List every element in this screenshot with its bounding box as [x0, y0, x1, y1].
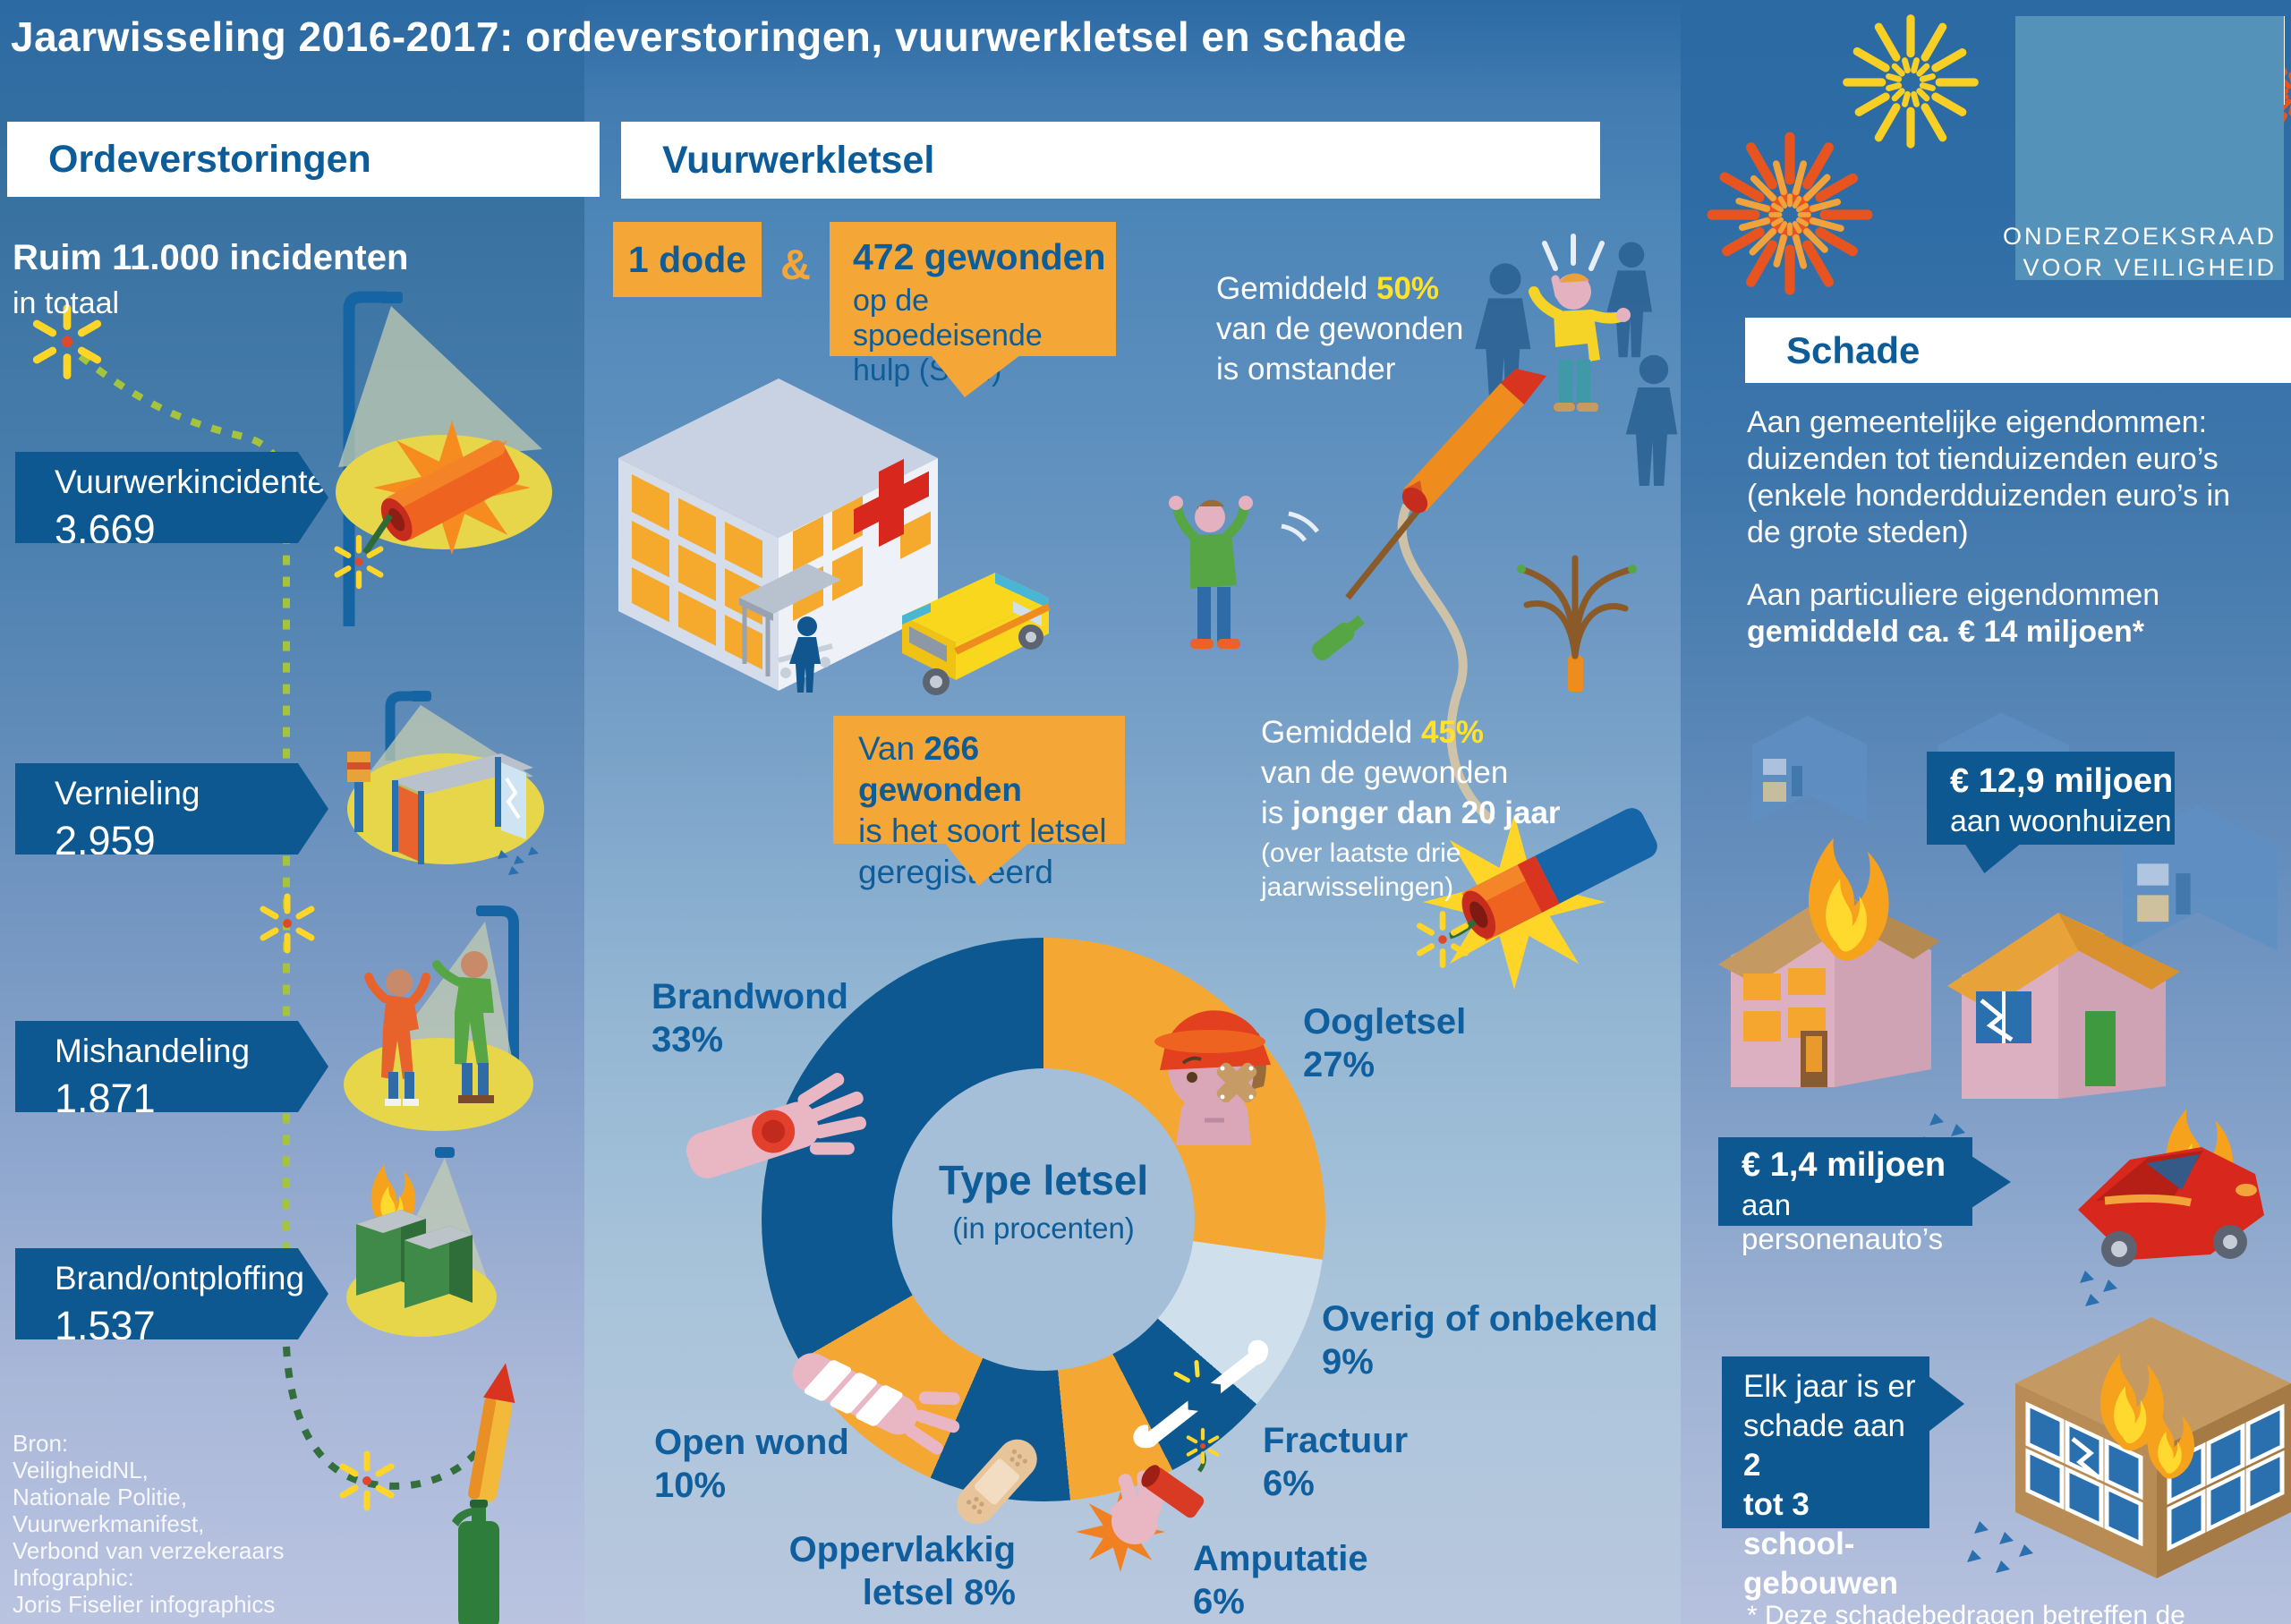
label-line: Brandwond	[652, 977, 848, 1016]
schools-line3: tot 3 school-	[1743, 1487, 1855, 1561]
source-line: Infographic:	[13, 1564, 134, 1591]
section-header-ordeverstoringen: Ordeverstoringen	[7, 122, 600, 197]
cars-amount: € 1,4 miljoen	[1742, 1146, 1946, 1184]
section-header-vuurwerkletsel: Vuurwerkletsel	[621, 122, 1600, 199]
municipal-line: de grote steden)	[1747, 515, 1969, 549]
donut-center-label: Type letsel (in procenten)	[895, 1156, 1192, 1246]
source-line: VeiligheidNL,	[13, 1457, 149, 1484]
young-stat: Gemiddeld 45% van de gewonden is jonger …	[1261, 712, 1561, 905]
municipal-line: duizenden tot tienduizenden euro’s	[1747, 442, 2219, 476]
schools-line1: Elk jaar is er	[1743, 1369, 1916, 1404]
bystander-line2: van de gewonden	[1216, 311, 1464, 346]
label-line: 9%	[1322, 1342, 1374, 1382]
section-header-schade: Schade	[1745, 318, 2291, 383]
injured-line2: op de spoedeisende	[853, 284, 1043, 353]
label-line: Open wond	[654, 1423, 849, 1462]
incident-label: Vuurwerkincidenten	[55, 463, 345, 500]
source-credits: Bron: VeiligheidNL, Nationale Politie, V…	[13, 1430, 285, 1618]
section-header-label: Vuurwerkletsel	[662, 138, 935, 182]
bystander-pre: Gemiddeld	[1216, 271, 1376, 306]
municipal-damage: Aan gemeentelijke eigendommen: duizenden…	[1747, 404, 2230, 551]
schools-line2-pre: schade aan	[1743, 1408, 1905, 1443]
schools-line2-bold: 2	[1743, 1448, 1761, 1483]
footnote: * Deze schadebedragen betreffen de jaarw…	[1747, 1601, 2185, 1624]
label-line: 6%	[1263, 1464, 1315, 1503]
label-line: Amputatie	[1193, 1539, 1368, 1578]
total-incidents: Ruim 11.000 incidenten	[13, 238, 409, 277]
source-line: Nationale Politie,	[13, 1484, 188, 1510]
registered-count: 266 gewonden	[858, 730, 1022, 808]
source-line: Vuurwerkmanifest,	[13, 1510, 205, 1537]
bystander-stat: Gemiddeld 50% van de gewonden is omstand…	[1216, 268, 1463, 389]
registered-pre: Van	[858, 730, 924, 767]
municipal-line: Aan gemeentelijke eigendommen:	[1747, 405, 2208, 439]
registered-line3: geregistreerd	[858, 854, 1054, 890]
label-oogletsel: Oogletsel 27%	[1303, 1000, 1466, 1086]
section-header-label: Ordeverstoringen	[48, 137, 371, 181]
label-line: 10%	[654, 1466, 727, 1505]
total-incidents-sub: in totaal	[13, 286, 120, 320]
young-line5: jaarwisselingen)	[1261, 872, 1454, 902]
young-line4: (over laatste drie	[1261, 838, 1461, 868]
source-line: Joris Fiselier infographics	[13, 1591, 276, 1618]
injured-count: 472 gewonden	[853, 236, 1106, 277]
label-line: 33%	[652, 1020, 724, 1059]
deaths-label: 1 dode	[627, 238, 747, 280]
young-pct: 45%	[1420, 715, 1485, 750]
incident-banner-mishandeling: Mishandeling 1.871	[15, 1021, 328, 1112]
donut-hole	[892, 1068, 1195, 1371]
logo-line: VOOR VEILIGHEID	[2023, 254, 2277, 281]
label-line: Fractuur	[1263, 1421, 1409, 1460]
label-amputatie: Amputatie 6%	[1193, 1537, 1368, 1623]
donut-subtitle: (in procenten)	[952, 1212, 1135, 1245]
homes-amount: € 12,9 miljoen	[1950, 762, 2174, 800]
source-line: Verbond van verzekeraars	[13, 1537, 285, 1564]
label-openwond: Open wond 10%	[654, 1421, 849, 1507]
ovv-logo-text: ONDERZOEKSRAAD VOOR VEILIGHEID	[2003, 221, 2277, 284]
label-line: 6%	[1193, 1582, 1245, 1621]
private-line2: gemiddeld ca. € 14 miljoen*	[1747, 615, 2145, 649]
ampersand: &	[780, 241, 811, 288]
incident-banner-vernieling: Vernieling 2.959	[15, 763, 328, 855]
donut-title: Type letsel	[938, 1157, 1149, 1203]
homes-label: aan woonhuizen	[1950, 804, 2172, 838]
bystander-pct: 50%	[1375, 271, 1440, 306]
incident-label: Vernieling	[55, 775, 200, 812]
schools-damage-bubble: Elk jaar is er schade aan 2 tot 3 school…	[1722, 1356, 1929, 1601]
private-line1: Aan particuliere eigendommen	[1747, 578, 2160, 612]
incident-banner-vuurwerk: Vuurwerkincidenten 3.669	[15, 452, 328, 543]
young-line2: van de gewonden	[1261, 755, 1509, 790]
municipal-line: (enkele honderdduizenden euro’s in	[1747, 479, 2230, 513]
homes-damage-bubble: € 12,9 miljoen aan woonhuizen	[1927, 752, 2175, 845]
deaths-box: 1 dode	[613, 222, 762, 297]
page-title: Jaarwisseling 2016-2017: ordeverstoringe…	[11, 13, 1407, 60]
source-line: Bron:	[13, 1430, 69, 1457]
incident-label: Mishandeling	[55, 1033, 251, 1069]
label-oppervlakkig: Oppervlakkig letsel 8%	[763, 1528, 1016, 1614]
label-line: Overig of onbekend	[1322, 1299, 1658, 1339]
cars-damage-bubble: € 1,4 miljoen aan personenauto’s	[1718, 1137, 1972, 1255]
young-line3-bold: jonger dan 20 jaar	[1292, 795, 1561, 830]
bystander-line3: is omstander	[1216, 352, 1396, 387]
label-overig: Overig of onbekend 9%	[1322, 1297, 1658, 1383]
label-line: letsel 8%	[862, 1573, 1016, 1612]
label-line: 27%	[1303, 1045, 1375, 1084]
schools-line4: gebouwen	[1743, 1566, 1899, 1601]
registered-callout: Van 266 gewonden is het soort letsel ger…	[833, 716, 1125, 890]
label-line: Oogletsel	[1303, 1002, 1467, 1042]
incident-label: Brand/ontploffing	[55, 1260, 305, 1297]
logo-line: ONDERZOEKSRAAD	[2002, 223, 2277, 250]
label-line: Oppervlakkig	[788, 1530, 1016, 1569]
cars-label: aan personenauto’s	[1742, 1188, 1944, 1255]
young-line3-pre: is	[1261, 795, 1292, 830]
incident-banner-brand: Brand/ontploffing 1.537	[15, 1248, 328, 1339]
private-damage: Aan particuliere eigendommen gemiddeld c…	[1747, 577, 2159, 650]
label-fractuur: Fractuur 6%	[1263, 1419, 1408, 1505]
injured-callout: 472 gewonden op de spoedeisende hulp (SE…	[830, 222, 1116, 387]
label-brandwond: Brandwond 33%	[652, 975, 848, 1061]
young-pre: Gemiddeld	[1261, 715, 1421, 750]
section-header-label: Schade	[1786, 328, 1921, 371]
